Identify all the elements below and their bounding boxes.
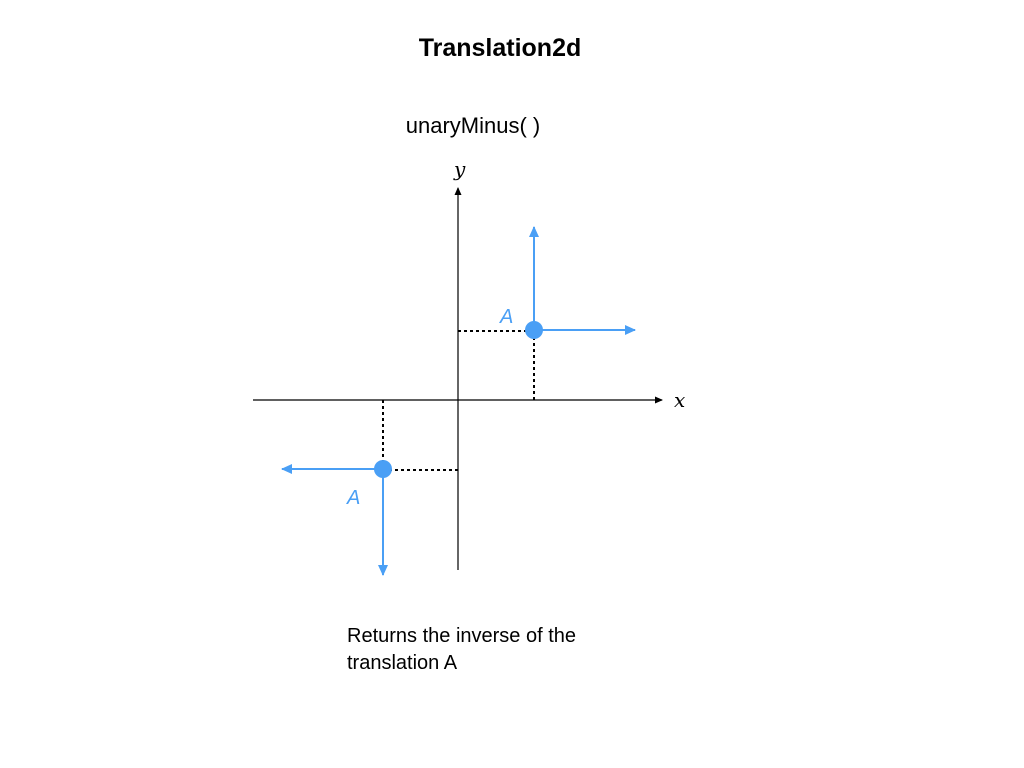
original-point-label: A bbox=[499, 306, 513, 328]
inverse-point-a bbox=[374, 460, 392, 478]
method-name: unaryMinus( ) bbox=[405, 113, 541, 138]
description-text: Returns the inverse of the translation A bbox=[347, 623, 667, 677]
slide-title: Translation2d bbox=[418, 34, 582, 62]
y-axis-label: y bbox=[453, 157, 466, 181]
inverse-point-label: A bbox=[346, 487, 360, 509]
description-line-1: Returns the inverse of the bbox=[347, 625, 577, 647]
original-point-a bbox=[525, 321, 543, 339]
description-line-2: translation A bbox=[347, 652, 458, 674]
x-axis-label: x bbox=[674, 388, 685, 412]
